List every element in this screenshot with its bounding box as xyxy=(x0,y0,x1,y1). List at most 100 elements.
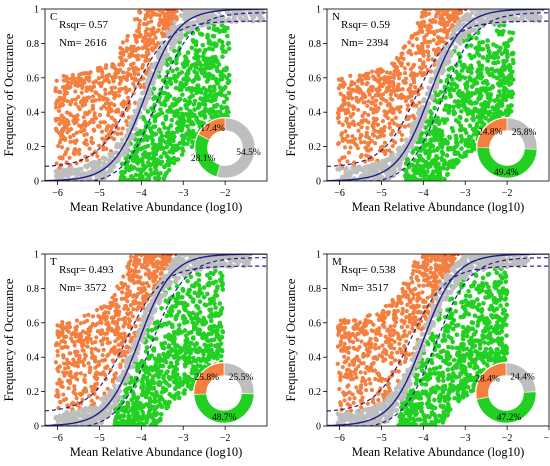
point-above xyxy=(86,312,91,317)
point-above xyxy=(384,110,390,116)
point-below xyxy=(427,121,433,127)
point-below xyxy=(485,95,491,101)
point-below xyxy=(119,173,125,179)
point-above xyxy=(345,159,350,164)
point-below xyxy=(442,107,447,112)
point-above xyxy=(408,83,413,88)
point-below xyxy=(498,45,503,51)
point-below xyxy=(135,138,141,143)
x-tick-label: −6 xyxy=(334,188,345,199)
point-above xyxy=(445,13,450,18)
point-below xyxy=(197,31,203,37)
point-above xyxy=(403,76,409,81)
point-below xyxy=(213,27,219,33)
point-above xyxy=(115,336,121,341)
point-above xyxy=(146,51,151,56)
point-above xyxy=(90,107,96,112)
point-above xyxy=(399,137,404,142)
point-above xyxy=(428,29,434,34)
point-below xyxy=(154,162,159,168)
point-above xyxy=(115,126,121,131)
point-below xyxy=(491,112,496,117)
point-below xyxy=(179,87,184,92)
point-above xyxy=(84,98,89,104)
point-neutral xyxy=(237,15,243,20)
point-below xyxy=(475,50,480,56)
point-above xyxy=(131,293,136,298)
point-above xyxy=(369,69,375,74)
point-below xyxy=(459,63,465,68)
point-above xyxy=(75,83,81,89)
point-below xyxy=(491,107,497,112)
point-below xyxy=(202,102,208,108)
point-above xyxy=(119,56,124,61)
point-neutral xyxy=(86,178,91,181)
point-above xyxy=(120,317,125,322)
point-above xyxy=(84,75,89,80)
point-neutral xyxy=(160,61,166,66)
point-above xyxy=(147,37,152,42)
point-above xyxy=(379,127,384,132)
point-above xyxy=(388,96,393,101)
point-neutral xyxy=(414,133,420,139)
x-axis-label: Mean Relative Abundance (log10) xyxy=(352,200,525,214)
point-neutral xyxy=(90,166,95,171)
donut-chart: 25.8%49.4%24.8% xyxy=(476,117,538,179)
point-above xyxy=(126,260,132,266)
point-below xyxy=(429,172,435,177)
point-below xyxy=(502,95,508,101)
point-below xyxy=(222,28,228,34)
point-above xyxy=(427,39,433,44)
point-below xyxy=(172,75,177,81)
point-above xyxy=(58,89,63,95)
point-above xyxy=(131,299,136,304)
point-neutral xyxy=(194,10,200,16)
upper-ci-line xyxy=(45,20,267,167)
point-above xyxy=(143,54,148,59)
point-above xyxy=(78,321,83,326)
point-above xyxy=(340,122,345,127)
point-above xyxy=(151,41,156,46)
point-below xyxy=(443,95,448,100)
point-above xyxy=(107,91,112,96)
point-below xyxy=(483,86,489,91)
point-below xyxy=(494,75,500,81)
point-above xyxy=(372,128,377,133)
point-above xyxy=(63,334,68,339)
point-above xyxy=(379,131,384,136)
point-below xyxy=(175,110,181,116)
point-neutral xyxy=(361,169,367,175)
panel-label: N xyxy=(332,11,340,23)
point-above xyxy=(413,84,418,90)
point-below xyxy=(189,144,195,150)
point-neutral xyxy=(470,28,475,33)
point-below xyxy=(457,88,462,94)
point-above xyxy=(438,28,443,33)
point-below xyxy=(151,149,156,155)
point-below xyxy=(190,93,196,99)
point-below xyxy=(467,52,472,58)
point-above xyxy=(128,303,133,308)
point-above xyxy=(338,83,343,88)
point-below xyxy=(135,131,140,137)
point-above xyxy=(55,349,60,354)
point-below xyxy=(202,107,208,112)
point-above xyxy=(402,44,408,49)
point-above xyxy=(93,359,98,364)
point-below xyxy=(475,75,480,80)
point-above xyxy=(144,14,149,19)
point-above xyxy=(113,74,118,80)
point-above xyxy=(419,66,424,71)
point-below xyxy=(140,145,146,151)
point-below xyxy=(171,138,176,144)
point-below xyxy=(499,78,504,84)
point-below xyxy=(153,143,159,148)
point-above xyxy=(81,363,87,368)
point-above xyxy=(132,17,138,22)
point-below xyxy=(150,146,156,151)
point-below xyxy=(191,87,196,93)
point-below xyxy=(197,48,202,53)
point-above xyxy=(360,113,365,119)
point-above xyxy=(342,145,348,150)
point-below xyxy=(499,68,504,73)
